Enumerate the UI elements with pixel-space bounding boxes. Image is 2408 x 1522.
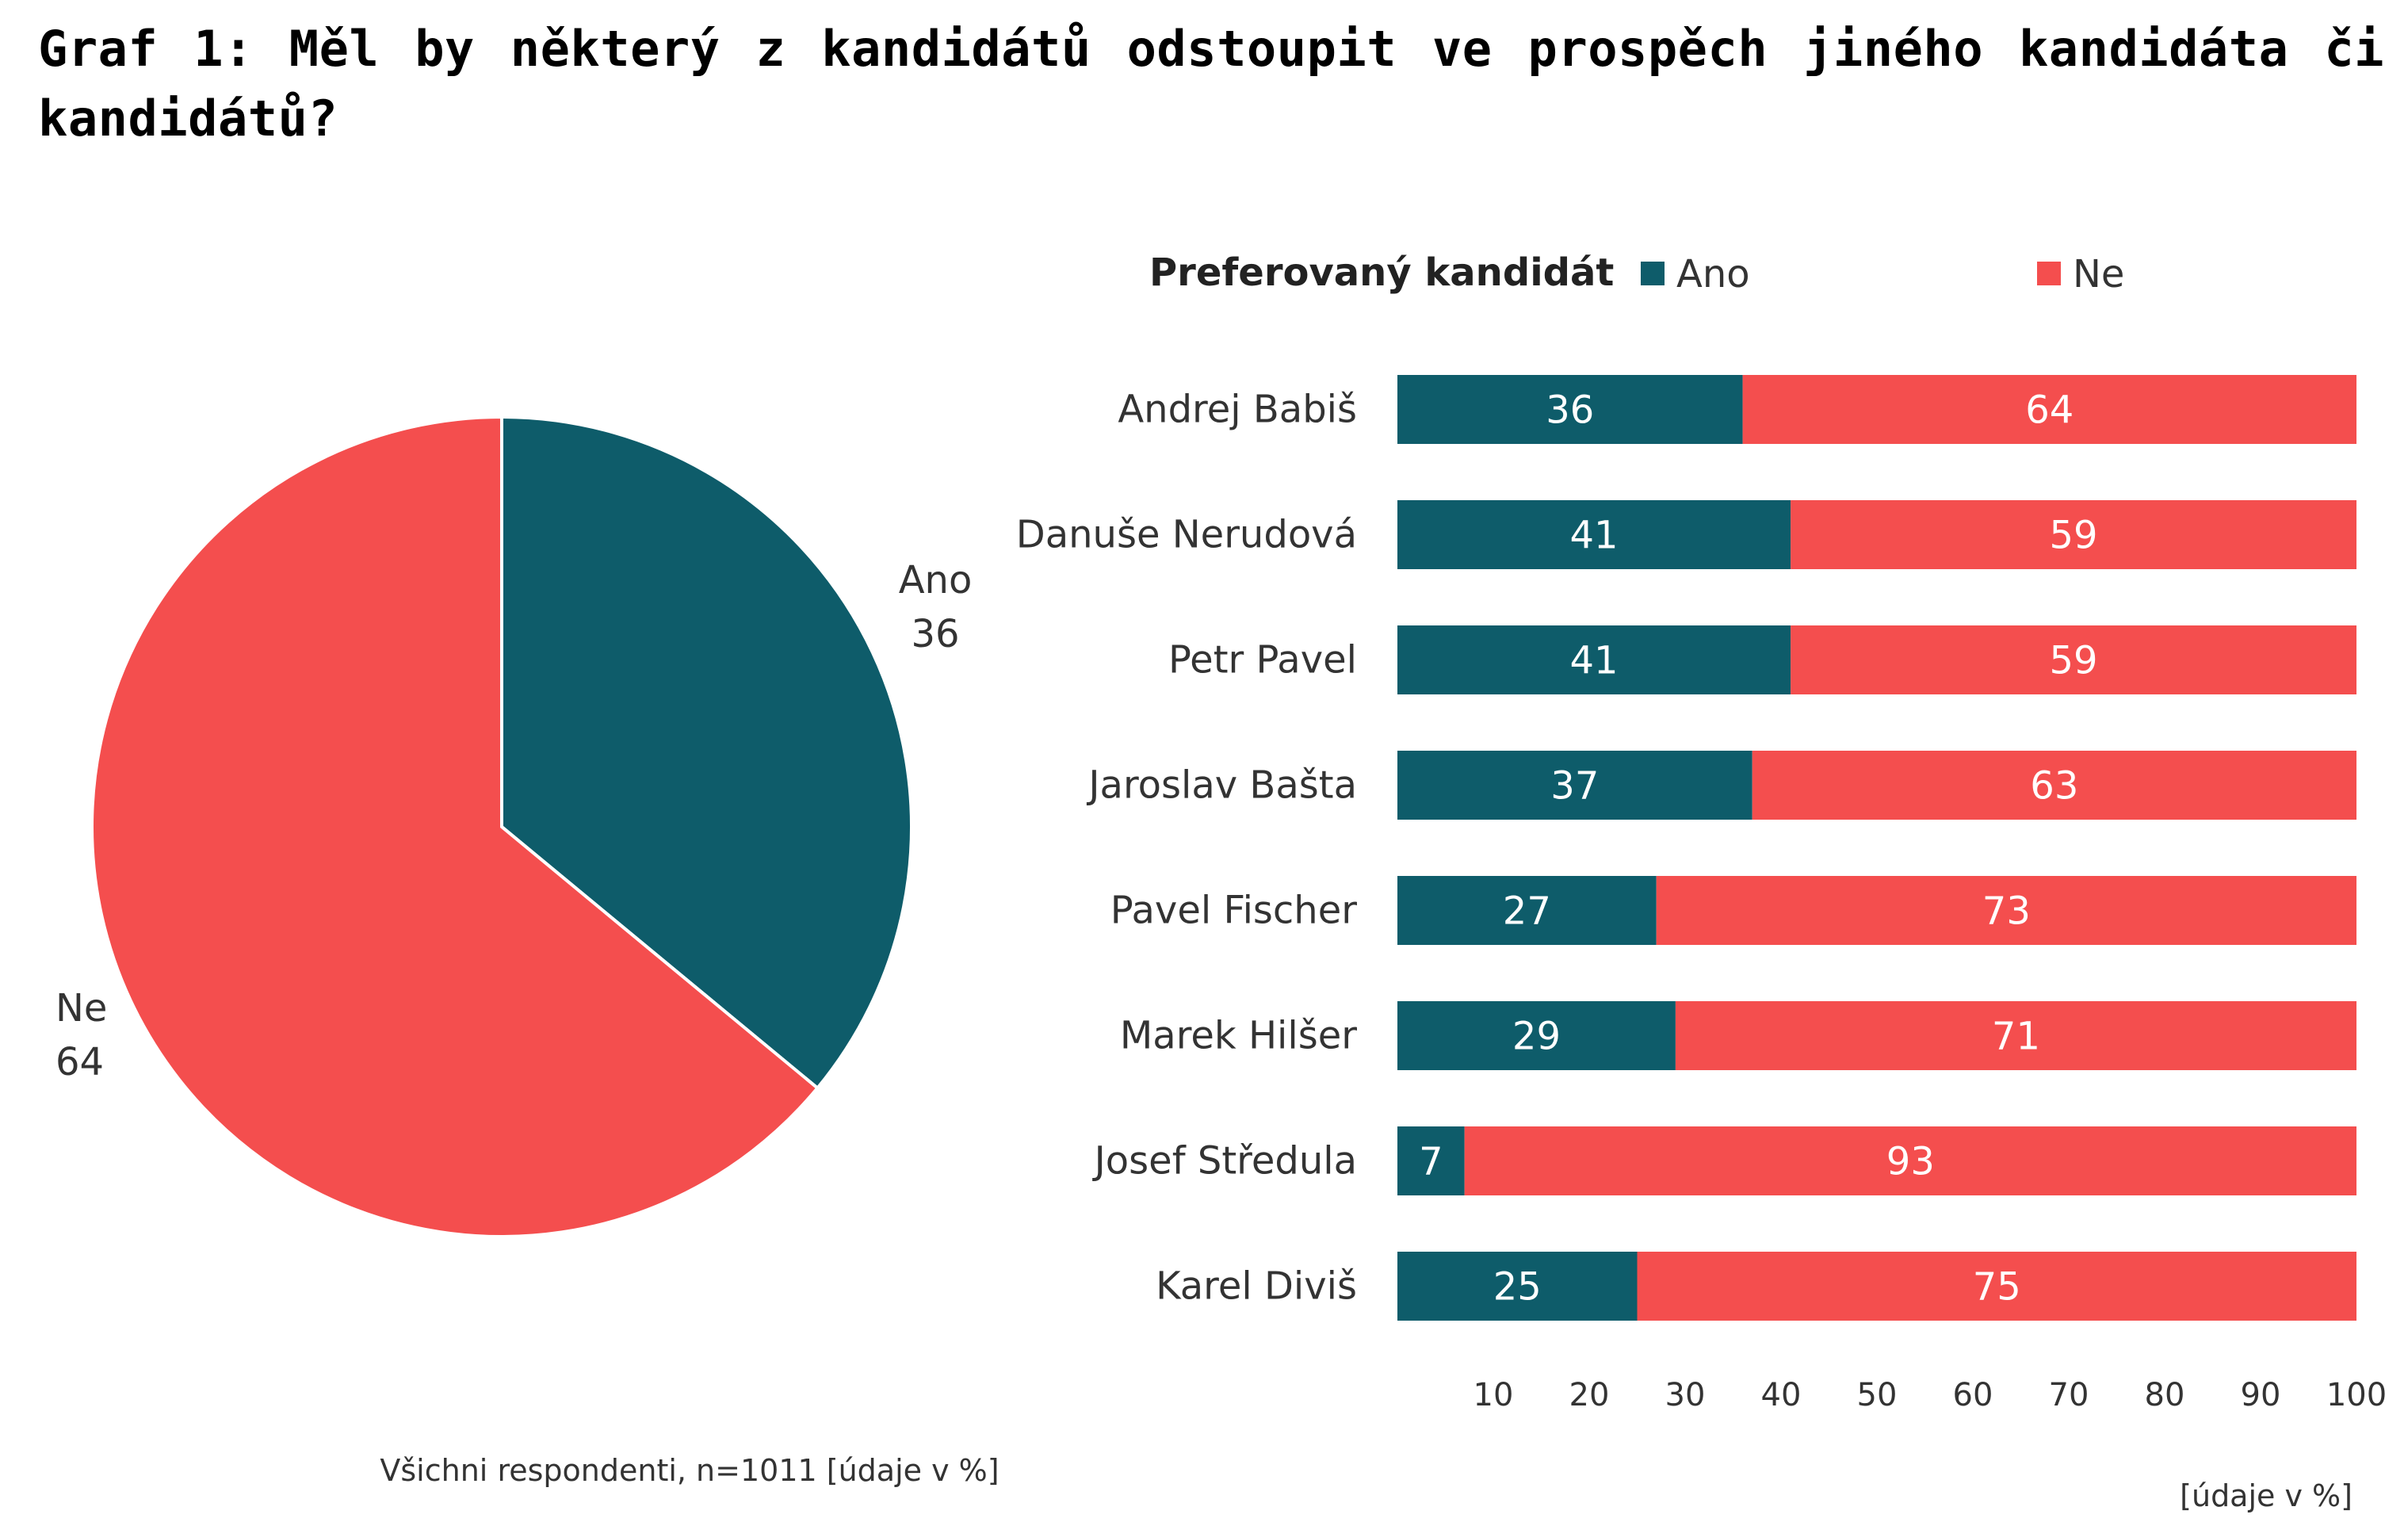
- bar-category-label: Josef Středula: [1092, 1139, 1357, 1184]
- x-tick-label: 60: [1953, 1377, 1993, 1413]
- pie-label-ano: Ano: [899, 558, 973, 602]
- bar-value-label: 59: [2050, 639, 2098, 683]
- bar-value-label: 36: [1546, 388, 1594, 433]
- x-axis-unit-note: [údaje v %]: [2180, 1478, 2353, 1513]
- chart-title: Graf 1: Měl by některý z kandidátů odsto…: [38, 20, 2384, 147]
- bar-segment-ne: [1791, 625, 2356, 694]
- bar-value-label: 25: [1493, 1265, 1542, 1310]
- bar-segment-ano: [1397, 751, 1752, 820]
- bar-value-label: 93: [1886, 1140, 1935, 1184]
- bar-value-label: 64: [2025, 388, 2074, 433]
- bar-segment-ne: [1464, 1126, 2356, 1195]
- bar-segment-ano: [1397, 1252, 1638, 1321]
- x-tick-label: 80: [2145, 1377, 2185, 1413]
- bar-segment-ano: [1397, 1001, 1676, 1070]
- bar-category-label: Marek Hilšer: [1120, 1014, 1357, 1058]
- x-tick-label: 10: [1473, 1377, 1514, 1413]
- pie-note: Všichni respondenti, n=1011 [údaje v %]: [380, 1453, 999, 1488]
- legend-swatch-ne: [2037, 262, 2061, 285]
- x-tick-label: 100: [2326, 1377, 2387, 1413]
- x-tick-label: 30: [1665, 1377, 1706, 1413]
- legend-label-ne: Ne: [2073, 252, 2124, 296]
- bar-value-label: 75: [1973, 1265, 2021, 1310]
- bar-value-label: 59: [2050, 514, 2098, 558]
- bar-segment-ano: [1397, 500, 1791, 569]
- bar-category-label: Danuše Nerudová: [1016, 513, 1357, 557]
- pie-value-ne: 64: [55, 1040, 104, 1084]
- bar-value-label: 73: [1982, 889, 2031, 934]
- pie-label-ne: Ne: [55, 986, 107, 1031]
- x-tick-label: 90: [2241, 1377, 2281, 1413]
- bar-segment-ano: [1397, 876, 1657, 945]
- bar-category-label: Andrej Babiš: [1118, 388, 1357, 432]
- pie-slice-ne: [90, 415, 820, 1238]
- x-tick-label: 40: [1761, 1377, 1802, 1413]
- x-tick-label: 70: [2049, 1377, 2089, 1413]
- bar-value-label: 63: [2030, 764, 2078, 809]
- bar-value-label: 29: [1512, 1015, 1561, 1059]
- legend-title: Preferovaný kandidát: [1149, 250, 1614, 295]
- bar-category-label: Petr Pavel: [1168, 638, 1357, 683]
- bar-category-label: Jaroslav Bašta: [1086, 763, 1357, 808]
- bar-category-label: Karel Diviš: [1156, 1264, 1357, 1309]
- bar-value-label: 41: [1570, 514, 1619, 558]
- bar-segment-ne: [1791, 500, 2356, 569]
- pie-chart: Ano 36 Ne 64 Všichni respondenti, n=1011 [úd…: [55, 415, 1000, 1488]
- bar-value-label: 27: [1503, 889, 1551, 934]
- bar-segment-ne: [1742, 375, 2356, 444]
- bar-segment-ne: [1752, 751, 2356, 820]
- bar-category-label: Pavel Fischer: [1110, 889, 1358, 933]
- legend-swatch-ano: [1641, 262, 1665, 285]
- bar-value-label: 37: [1550, 764, 1599, 809]
- bar-segment-ne: [1675, 1001, 2356, 1070]
- bar-value-label: 7: [1419, 1140, 1443, 1184]
- stacked-bar-chart: Preferovaný kandidát Ano Ne Andrej Babiš 36 6…: [1016, 250, 2387, 1513]
- bar-segment-ano: [1397, 625, 1791, 694]
- x-tick-label: 50: [1857, 1377, 1898, 1413]
- bar-segment-ne: [1656, 876, 2356, 945]
- bar-segment-ano: [1397, 1126, 1465, 1195]
- pie-value-ano: 36: [911, 612, 959, 656]
- bar-value-label: 71: [1992, 1015, 2040, 1059]
- bar-value-label: 41: [1570, 639, 1619, 683]
- bar-segment-ne: [1637, 1252, 2356, 1321]
- x-tick-label: 20: [1569, 1377, 1610, 1413]
- legend-label-ano: Ano: [1676, 252, 1750, 296]
- bar-segment-ano: [1397, 375, 1743, 444]
- pie-slice-ano: [500, 415, 914, 1091]
